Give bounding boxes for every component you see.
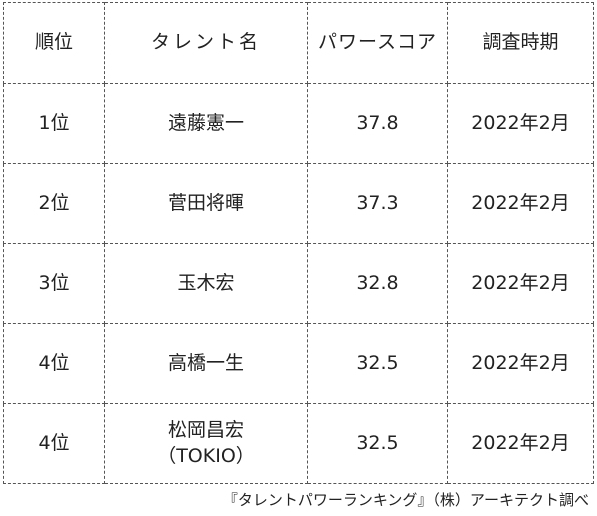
talent-name: 遠藤憲一: [167, 111, 244, 134]
table-header: 順位 タレント名 パワースコア 調査時期: [3, 2, 594, 84]
talent-name-cell: 高橋一生: [104, 323, 308, 404]
talent-name: 高橋一生: [167, 351, 244, 374]
talent-name-cell: 菅田将暉: [104, 163, 308, 244]
rank-cell: 4位: [3, 323, 105, 404]
talent-name: 松岡昌宏: [167, 418, 244, 441]
table-row: 3位 玉木宏 32.8 2022年2月: [3, 243, 594, 324]
ranking-table: 順位 タレント名 パワースコア 調査時期 1位 遠藤憲一 37.8 2022年2…: [3, 2, 594, 484]
survey-period-cell: 2022年2月: [447, 243, 594, 324]
table-row: 1位 遠藤憲一 37.8 2022年2月: [3, 83, 594, 164]
header-row: 順位 タレント名 パワースコア 調査時期: [3, 2, 594, 84]
survey-period-cell: 2022年2月: [447, 323, 594, 404]
rank-cell: 4位: [3, 403, 105, 484]
talent-name-cell: 玉木宏: [104, 243, 308, 324]
header-rank: 順位: [3, 2, 105, 84]
table-body: 1位 遠藤憲一 37.8 2022年2月 2位 菅田将暉 37.3 2022年2…: [3, 83, 594, 484]
power-score-cell: 37.3: [307, 163, 448, 244]
power-score-cell: 32.8: [307, 243, 448, 324]
rank-cell: 1位: [3, 83, 105, 164]
power-score-cell: 32.5: [307, 403, 448, 484]
talent-name: 玉木宏: [177, 271, 235, 294]
talent-group-name: （TOKIO）: [157, 444, 255, 467]
talent-name: 菅田将暉: [167, 191, 244, 214]
talent-name-cell: 松岡昌宏 （TOKIO）: [104, 403, 308, 484]
survey-period-cell: 2022年2月: [447, 83, 594, 164]
header-talent-name: タレント名: [104, 2, 308, 84]
power-score-cell: 32.5: [307, 323, 448, 404]
table-row: 4位 高橋一生 32.5 2022年2月: [3, 323, 594, 404]
table-row: 2位 菅田将暉 37.3 2022年2月: [3, 163, 594, 244]
rank-cell: 2位: [3, 163, 105, 244]
header-power-score: パワースコア: [307, 2, 448, 84]
power-score-cell: 37.8: [307, 83, 448, 164]
rank-cell: 3位: [3, 243, 105, 324]
table-row: 4位 松岡昌宏 （TOKIO） 32.5 2022年2月: [3, 403, 594, 484]
survey-period-cell: 2022年2月: [447, 403, 594, 484]
source-note: 『タレントパワーランキング』（株）アーキテクト調べ: [222, 491, 589, 509]
talent-name-cell: 遠藤憲一: [104, 83, 308, 164]
survey-period-cell: 2022年2月: [447, 163, 594, 244]
header-survey-period: 調査時期: [447, 2, 594, 84]
